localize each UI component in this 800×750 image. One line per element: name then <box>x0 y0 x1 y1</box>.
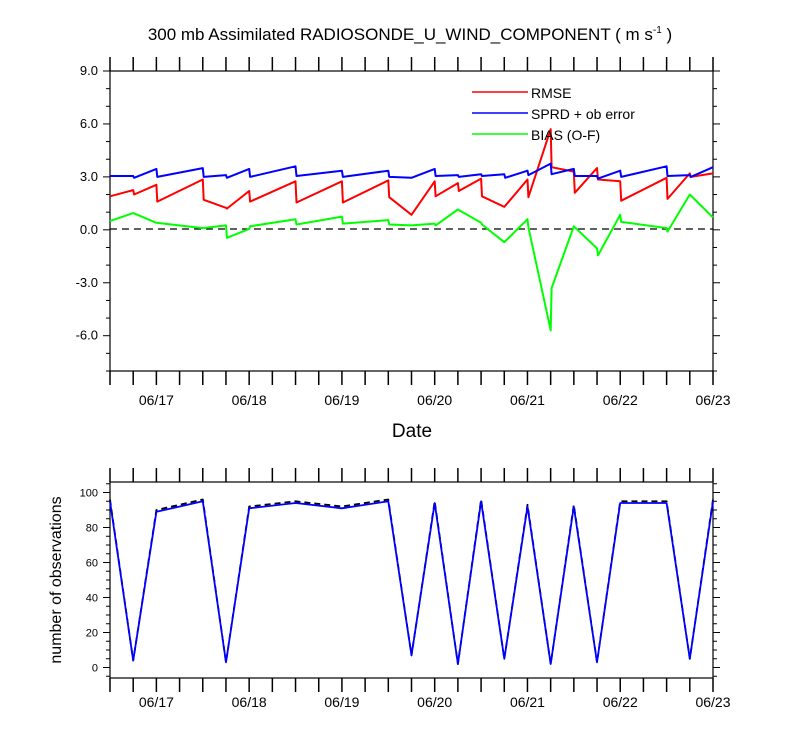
legend-label-rmse: RMSE <box>531 85 571 101</box>
x-tick-label: 06/17 <box>139 392 174 408</box>
top-y-axis: 9.0 6.0 3.0 0.0 -3.0 -6.0 <box>76 63 720 372</box>
x-tick-label: 06/21 <box>510 694 545 710</box>
x-tick-label: 06/19 <box>324 694 359 710</box>
legend-label-sprd: SPRD + ob error <box>531 106 635 122</box>
x-tick-label: 06/20 <box>417 392 452 408</box>
y-tick-label: 40 <box>86 593 98 605</box>
x-tick-label: 06/17 <box>139 694 174 710</box>
y-tick-label: 60 <box>86 558 98 570</box>
x-tick-label: 06/18 <box>232 694 267 710</box>
bottom-series-group <box>109 498 714 665</box>
y-tick-label: 0.0 <box>80 222 98 237</box>
series-line-sprd-ob-error <box>110 162 714 180</box>
y-tick-label: 100 <box>80 488 98 500</box>
chart-title-end: ) <box>662 25 672 44</box>
series-line-possible <box>109 498 714 665</box>
top-x-axis: 06/17 06/18 06/19 06/20 06/21 06/22 06/23 <box>109 57 731 408</box>
x-tick-label: 06/22 <box>603 392 638 408</box>
y-tick-label: 3.0 <box>80 169 98 184</box>
legend-label-bias: BIAS (O-F) <box>531 127 600 143</box>
top-panel: 9.0 6.0 3.0 0.0 -3.0 -6.0 06/17 06/18 06/19 06/2… <box>76 57 731 442</box>
y-axis-label-observations: number of observations <box>48 496 65 663</box>
x-tick-label: 06/18 <box>232 392 267 408</box>
y-tick-label: 20 <box>86 628 98 640</box>
series-line-used <box>109 500 714 665</box>
x-tick-label: 06/21 <box>510 392 545 408</box>
top-series-group <box>109 128 714 332</box>
bottom-plot-frame <box>109 481 714 679</box>
x-axis-label: Date <box>392 421 432 442</box>
bottom-y-axis: 0 20 40 60 80 100 <box>80 483 720 677</box>
y-tick-label: 6.0 <box>80 116 98 131</box>
chart-title-superscript: -1 <box>653 25 662 36</box>
bottom-x-axis: 06/17 06/18 06/19 06/20 06/21 06/22 06/23 <box>109 468 731 710</box>
y-tick-label: 9.0 <box>80 63 98 78</box>
x-tick-label: 06/23 <box>695 392 730 408</box>
series-line-rmse <box>109 128 714 216</box>
y-tick-label: 0 <box>92 663 98 675</box>
x-tick-label: 06/23 <box>695 694 730 710</box>
x-tick-label: 06/22 <box>603 694 638 710</box>
x-tick-label: 06/20 <box>417 694 452 710</box>
chart-title: 300 mb Assimilated RADIOSONDE_U_WIND_COM… <box>148 25 672 44</box>
y-tick-label: -6.0 <box>76 328 98 343</box>
x-tick-label: 06/19 <box>324 392 359 408</box>
legend: RMSE SPRD + ob error BIAS (O-F) <box>472 85 635 143</box>
series-line-bias-o-f <box>109 193 714 332</box>
y-tick-label: 80 <box>86 523 98 535</box>
y-tick-label: -3.0 <box>76 275 98 290</box>
chart-title-main: 300 mb Assimilated RADIOSONDE_U_WIND_COM… <box>148 25 653 44</box>
